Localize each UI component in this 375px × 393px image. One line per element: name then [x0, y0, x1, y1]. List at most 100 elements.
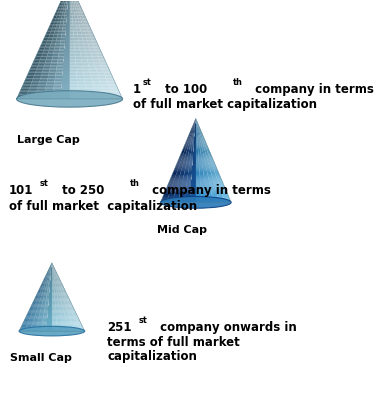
Text: capitalization: capitalization	[107, 351, 197, 364]
Polygon shape	[196, 123, 197, 124]
Polygon shape	[109, 86, 117, 87]
Polygon shape	[206, 148, 209, 149]
Polygon shape	[61, 97, 69, 99]
Polygon shape	[183, 148, 186, 149]
Polygon shape	[47, 81, 54, 83]
Polygon shape	[69, 62, 76, 64]
Polygon shape	[49, 298, 52, 299]
Polygon shape	[200, 179, 204, 180]
Polygon shape	[46, 86, 54, 87]
Polygon shape	[70, 319, 75, 320]
Polygon shape	[44, 65, 51, 67]
Polygon shape	[193, 136, 195, 137]
Polygon shape	[58, 30, 62, 31]
Polygon shape	[74, 39, 78, 40]
Polygon shape	[69, 93, 78, 95]
Polygon shape	[48, 275, 49, 277]
Polygon shape	[62, 89, 69, 90]
Polygon shape	[195, 135, 196, 136]
Polygon shape	[86, 92, 95, 93]
Polygon shape	[99, 79, 106, 80]
Polygon shape	[80, 10, 83, 11]
Polygon shape	[194, 130, 195, 131]
Polygon shape	[200, 174, 204, 175]
Polygon shape	[206, 165, 209, 167]
Polygon shape	[188, 173, 192, 174]
Polygon shape	[52, 274, 53, 275]
Polygon shape	[199, 129, 200, 130]
Polygon shape	[94, 64, 101, 65]
Polygon shape	[60, 296, 63, 297]
Polygon shape	[217, 196, 223, 197]
Polygon shape	[60, 294, 62, 295]
Polygon shape	[49, 278, 51, 279]
Polygon shape	[206, 146, 208, 147]
Polygon shape	[36, 303, 39, 304]
Polygon shape	[196, 151, 198, 152]
Polygon shape	[191, 135, 192, 136]
Polygon shape	[54, 16, 57, 17]
Polygon shape	[54, 272, 55, 273]
Polygon shape	[186, 188, 191, 189]
Polygon shape	[57, 320, 61, 321]
Polygon shape	[76, 75, 84, 77]
Polygon shape	[64, 299, 67, 300]
Polygon shape	[45, 279, 47, 280]
Polygon shape	[184, 199, 190, 200]
Polygon shape	[194, 123, 195, 124]
Polygon shape	[78, 35, 82, 36]
Polygon shape	[64, 49, 69, 51]
Polygon shape	[28, 310, 33, 312]
Polygon shape	[184, 152, 186, 153]
Polygon shape	[205, 184, 210, 185]
Polygon shape	[182, 167, 186, 168]
Polygon shape	[194, 149, 196, 150]
Polygon shape	[208, 175, 212, 176]
Polygon shape	[49, 26, 53, 27]
Polygon shape	[190, 133, 192, 134]
Polygon shape	[175, 177, 179, 178]
Polygon shape	[64, 17, 67, 18]
Polygon shape	[198, 155, 201, 156]
Polygon shape	[50, 273, 51, 274]
Polygon shape	[201, 146, 204, 147]
Polygon shape	[174, 170, 178, 171]
Polygon shape	[31, 65, 38, 67]
Polygon shape	[207, 200, 213, 201]
Polygon shape	[207, 172, 211, 173]
Polygon shape	[198, 128, 199, 129]
Polygon shape	[75, 5, 77, 7]
Polygon shape	[199, 165, 202, 167]
Polygon shape	[98, 75, 105, 77]
Polygon shape	[57, 326, 62, 327]
Polygon shape	[83, 73, 90, 74]
Polygon shape	[192, 129, 193, 130]
Polygon shape	[186, 154, 188, 155]
Polygon shape	[62, 303, 65, 304]
Polygon shape	[190, 194, 196, 195]
Polygon shape	[179, 197, 185, 198]
Polygon shape	[204, 147, 206, 148]
Polygon shape	[192, 148, 194, 149]
Polygon shape	[62, 287, 64, 288]
Polygon shape	[46, 328, 52, 329]
Polygon shape	[63, 2, 65, 4]
Polygon shape	[69, 26, 73, 27]
Polygon shape	[80, 29, 84, 30]
Polygon shape	[39, 303, 42, 304]
Polygon shape	[33, 302, 36, 303]
Polygon shape	[190, 132, 192, 133]
Polygon shape	[63, 65, 69, 67]
Polygon shape	[51, 263, 52, 264]
Polygon shape	[49, 275, 50, 277]
Polygon shape	[80, 27, 84, 29]
Polygon shape	[32, 304, 36, 305]
Polygon shape	[52, 322, 57, 323]
Polygon shape	[187, 182, 191, 184]
Polygon shape	[197, 121, 198, 123]
Polygon shape	[69, 57, 75, 58]
Polygon shape	[196, 167, 199, 168]
Polygon shape	[75, 55, 81, 57]
Polygon shape	[208, 176, 212, 177]
Polygon shape	[65, 0, 67, 1]
